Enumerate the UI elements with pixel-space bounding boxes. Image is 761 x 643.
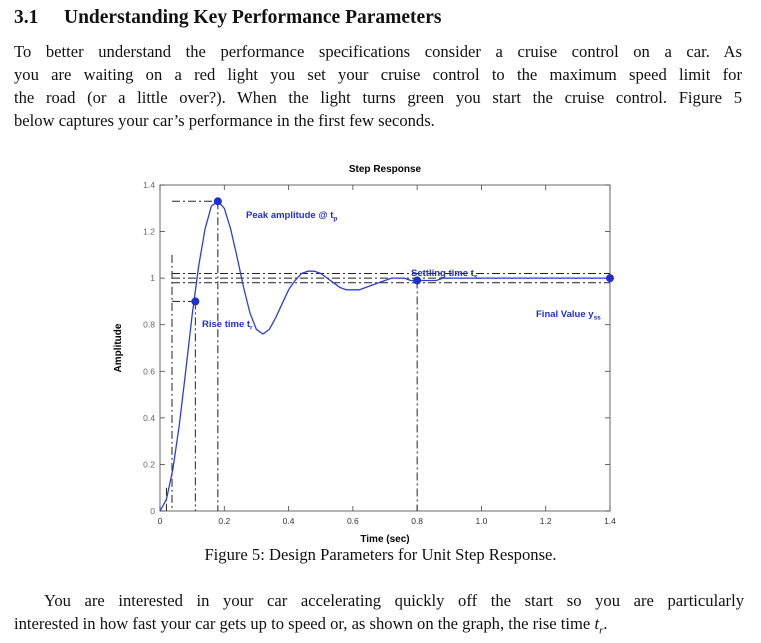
math-subscript: r bbox=[599, 624, 604, 637]
final-annotation: Final Value yss bbox=[536, 309, 601, 322]
x-tick-label: 0.8 bbox=[411, 516, 423, 526]
paragraph-line: interested in how fast your car gets up … bbox=[14, 612, 744, 642]
y-tick-label: 0.6 bbox=[143, 366, 155, 376]
math-tail: . bbox=[603, 614, 608, 633]
x-tick-label: 0.2 bbox=[218, 516, 230, 526]
chart-series bbox=[159, 200, 610, 512]
chart-title: Step Response bbox=[349, 164, 422, 175]
paragraph-line: below captures your car’s performance in… bbox=[14, 111, 435, 130]
y-tick-label: 1.2 bbox=[143, 227, 155, 237]
response-curve bbox=[159, 200, 610, 512]
chart-axes: 0 0.2 0.4 0.6 0.8 1.0 1.2 1.4 0 0.2 0.4 0.6 0.8 1 1.2 1… bbox=[143, 180, 616, 526]
x-tick-label: 0 bbox=[158, 516, 163, 526]
marker-settling bbox=[413, 276, 422, 285]
chart-guides bbox=[165, 200, 610, 511]
intro-paragraph: To better understand the performance spe… bbox=[14, 40, 742, 132]
paragraph-line: you are waiting on a red light you set y… bbox=[14, 65, 742, 84]
followup-paragraph: You are interested in your car accelerat… bbox=[14, 589, 744, 642]
y-tick-label: 0.2 bbox=[143, 459, 155, 469]
peak-annotation: Peak amplitude @ tp bbox=[246, 210, 337, 223]
marker-final bbox=[606, 274, 614, 283]
y-axis-label: Amplitude bbox=[113, 323, 124, 372]
chart-markers bbox=[191, 197, 614, 306]
y-tick-label: 0 bbox=[150, 506, 155, 516]
section-number: 3.1 bbox=[14, 7, 39, 28]
y-tick-label: 0.8 bbox=[143, 320, 155, 330]
marker-peak bbox=[213, 197, 222, 206]
marker-rise bbox=[191, 297, 200, 306]
y-tick-label: 1 bbox=[150, 273, 155, 283]
x-tick-label: 1.2 bbox=[540, 516, 552, 526]
step-response-chart: 0 0.2 0.4 0.6 0.8 1.0 1.2 1.4 0 0.2 0.4 0.6 0.8 1 1.2 1… bbox=[113, 164, 616, 545]
math-symbol: t bbox=[594, 614, 600, 633]
x-tick-label: 0.4 bbox=[283, 516, 295, 526]
paragraph-line: the road (or a little over?). When the l… bbox=[14, 88, 742, 107]
settling-annotation: Settling time ts bbox=[411, 268, 478, 281]
y-tick-label: 1.4 bbox=[143, 180, 155, 190]
x-axis-label: Time (sec) bbox=[360, 534, 409, 545]
y-tick-label: 0.4 bbox=[143, 413, 155, 423]
paragraph-text: interested in how fast your car gets up … bbox=[14, 614, 595, 633]
section-heading: 3.1 Understanding Key Performance Paramet… bbox=[14, 7, 441, 29]
figure-caption: Figure 5: Design Parameters for Unit Ste… bbox=[204, 545, 557, 564]
rise-annotation: Rise time tr bbox=[202, 319, 253, 332]
x-tick-label: 0.6 bbox=[347, 516, 359, 526]
x-tick-label: 1.4 bbox=[604, 516, 616, 526]
chart-labels: Step Response Time (sec) Amplitude Peak amp… bbox=[113, 164, 601, 545]
section-title: Understanding Key Performance Parameters bbox=[64, 7, 442, 28]
paragraph-line: To better understand the performance spe… bbox=[14, 42, 742, 61]
x-tick-label: 1.0 bbox=[476, 516, 488, 526]
paragraph-line: You are interested in your car accelerat… bbox=[44, 591, 744, 610]
plot-frame bbox=[159, 184, 611, 512]
step-response-figure: 0 0.2 0.4 0.6 0.8 1.0 1.2 1.4 0 0.2 0.4 0.6 0.8 1 1.2 1… bbox=[108, 155, 668, 550]
